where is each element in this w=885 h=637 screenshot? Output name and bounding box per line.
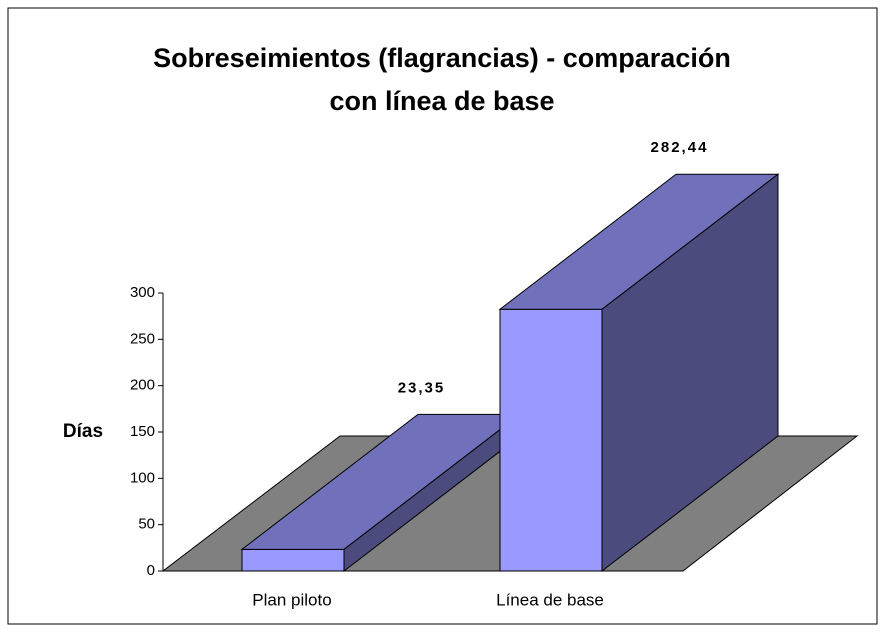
x-tick-label: Plan piloto [252,590,331,609]
y-tick-label: 0 [147,562,155,579]
y-tick-label: 100 [130,469,155,486]
chart-title: con línea de base [329,86,554,116]
y-tick-label: 250 [130,330,155,347]
y-axis-label: Días [63,421,103,442]
y-tick-label: 200 [130,377,155,394]
bar-front [241,548,345,572]
y-tick-label: 150 [130,423,155,440]
y-tick-label: 50 [138,516,155,533]
value-label: 282,44 [651,139,709,156]
bar-side [601,173,779,573]
bar-front [499,308,603,572]
x-tick-label: Línea de base [496,590,604,609]
chart-title: Sobreseimientos (flagrancias) - comparac… [153,43,731,73]
value-label: 23,35 [398,379,446,396]
y-tick-label: 300 [130,284,155,301]
